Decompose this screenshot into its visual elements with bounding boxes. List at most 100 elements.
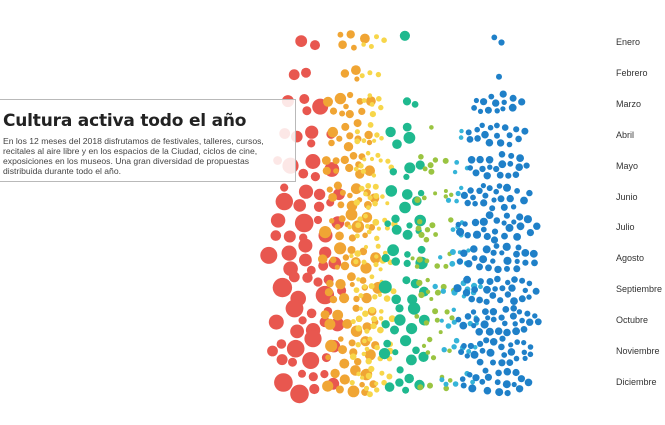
bubble-point: [479, 165, 486, 173]
bubble-point: [467, 187, 474, 194]
bubble-point: [349, 253, 354, 259]
bubble-point: [280, 183, 289, 192]
bubble-point: [309, 383, 320, 395]
bubble-point: [339, 189, 346, 196]
bubble-point: [371, 316, 378, 323]
bubble-point: [391, 224, 402, 235]
bubble-point: [363, 191, 368, 197]
bubble-point: [513, 250, 520, 258]
bubble-point: [449, 249, 456, 255]
bubble-point: [464, 232, 471, 239]
bubble-point: [526, 189, 533, 197]
bubble-point: [326, 186, 333, 193]
bubble-point: [498, 343, 505, 351]
bubble-point: [358, 107, 366, 115]
bubble-point: [480, 98, 488, 106]
info-card: Cultura activa todo el año En los 12 mes…: [0, 99, 296, 182]
bubble-point: [336, 135, 343, 142]
bubble-point: [335, 231, 344, 241]
bubble-point: [366, 391, 373, 398]
bubble-point: [288, 357, 297, 367]
bubble-point: [424, 227, 431, 233]
bubble-point: [441, 347, 447, 353]
bubble-point: [459, 376, 466, 382]
month-label-enero: Enero: [616, 37, 641, 47]
bubble-point: [384, 220, 392, 227]
bubble-point: [414, 314, 420, 319]
bubble-point: [374, 387, 380, 393]
bubble-point: [385, 126, 396, 138]
bubble-point: [459, 185, 464, 191]
bubble-point: [531, 259, 538, 267]
bubble-point: [503, 328, 511, 337]
bubble-point: [360, 262, 372, 274]
bubble-point: [349, 282, 355, 287]
bubble-point: [505, 172, 512, 179]
bubble-point: [490, 258, 496, 264]
month-label-abril: Abril: [616, 129, 635, 140]
bubble-point: [417, 384, 424, 391]
bubble-point: [381, 37, 387, 43]
bubble-point: [411, 101, 419, 108]
bubble-point: [323, 96, 333, 107]
bubble-point: [333, 168, 339, 174]
bubble-point: [467, 342, 474, 350]
bubble-point: [454, 160, 460, 165]
bubble-point: [381, 379, 387, 386]
bubble-point: [466, 248, 471, 253]
bubble-point: [462, 289, 471, 297]
bubble-point: [362, 232, 368, 239]
bubble-point: [381, 254, 390, 263]
bubble-point: [417, 245, 426, 254]
bubble-point: [325, 339, 338, 352]
month-label-mayo: Mayo: [616, 160, 639, 171]
bubble-point: [385, 201, 390, 206]
bubble-point: [298, 168, 309, 179]
bubble-point: [341, 122, 350, 131]
bubble-point: [402, 189, 413, 200]
bubble-point: [417, 189, 425, 197]
bubble-point: [532, 313, 538, 319]
bubble-point: [499, 285, 506, 292]
row-septiembre: [272, 271, 540, 307]
bubble-point: [503, 183, 511, 192]
bubble-point: [361, 42, 366, 47]
bubble-point: [361, 292, 372, 304]
bubble-point: [327, 126, 339, 138]
row-noviembre: [267, 330, 534, 369]
bubble-point: [402, 229, 413, 240]
month-label-septiembre: Septiembre: [616, 284, 663, 295]
bubble-point: [356, 277, 361, 282]
bubble-point: [429, 125, 434, 130]
bubble-point: [497, 195, 505, 203]
bubble-point: [302, 106, 312, 116]
bubble-point: [443, 385, 450, 392]
bubble-point: [412, 346, 420, 355]
bubble-point: [274, 373, 293, 392]
bubble-point: [514, 258, 520, 264]
bubble-point: [347, 246, 356, 254]
bubble-point: [338, 336, 344, 342]
bubble-point: [334, 223, 341, 230]
bubble-point: [268, 314, 284, 330]
bubble-point: [362, 157, 367, 162]
bubble-point: [494, 122, 500, 129]
bubble-point: [526, 318, 534, 326]
bubble-point: [332, 309, 344, 321]
bubble-point: [466, 349, 472, 354]
bubble-point: [491, 228, 499, 235]
bubble-point: [440, 288, 446, 294]
bubble-point: [365, 372, 373, 380]
bubble-point: [376, 226, 381, 231]
bubble-point: [361, 351, 366, 357]
bubble-point: [508, 284, 516, 292]
bubble-point: [304, 330, 322, 348]
bubble-point: [421, 195, 427, 201]
bubble-point: [464, 199, 471, 207]
bubble-point: [363, 385, 370, 391]
bubble-point: [494, 327, 503, 336]
bubble-point: [353, 295, 360, 303]
bubble-point: [416, 279, 423, 287]
bubble-point: [453, 337, 460, 344]
bubble-point: [302, 352, 320, 369]
